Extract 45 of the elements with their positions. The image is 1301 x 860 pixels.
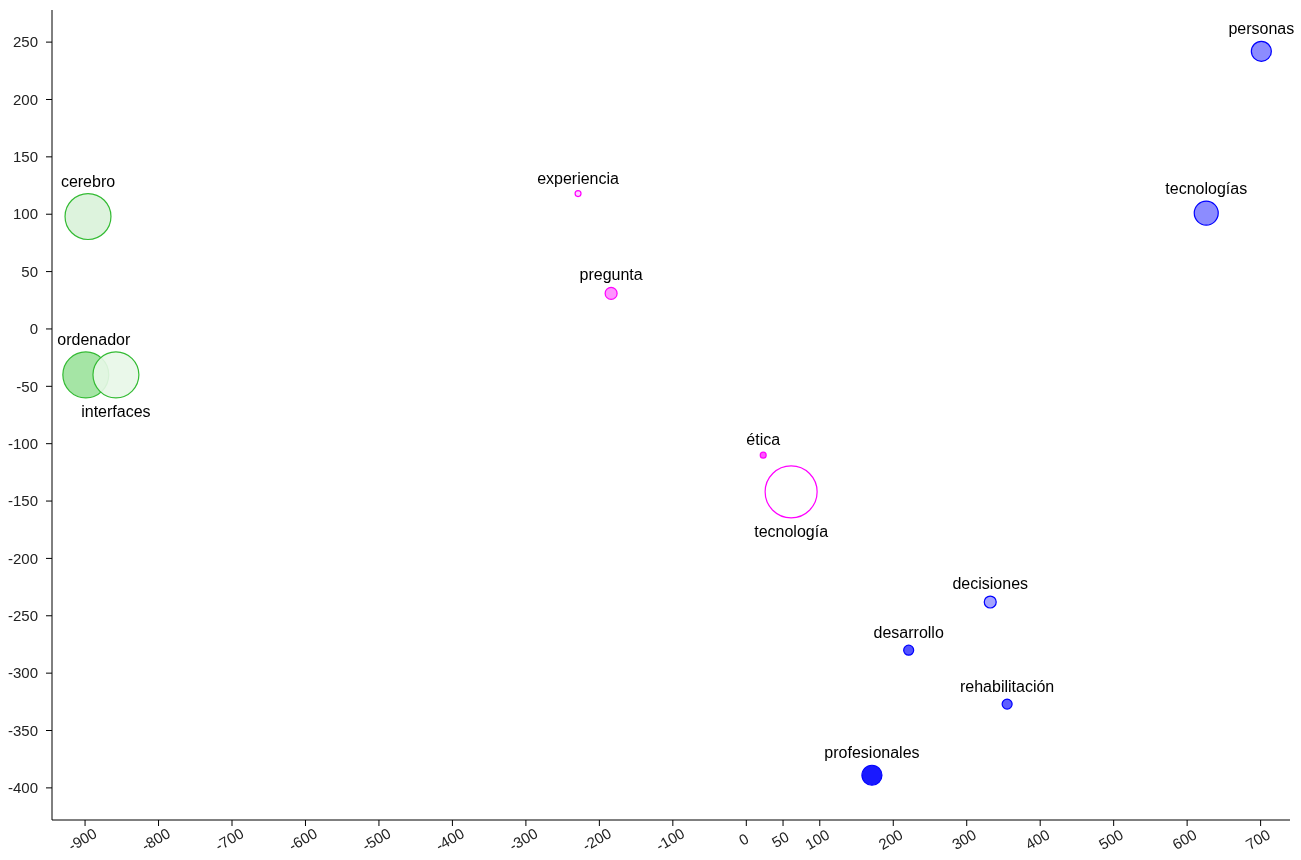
y-tick-label: 200 [12,90,38,108]
annotation: experiencia [537,169,620,187]
annotation: ética [746,431,781,449]
x-tick-label: 700 [1242,825,1273,853]
annotation: cerebro [60,172,116,190]
x-tick-label: -100 [652,824,688,855]
annotation: ordenador [57,330,131,348]
annotation: pregunta [579,266,643,284]
x-tick-label: 600 [1169,825,1200,853]
annotation: profesionales [824,744,920,762]
y-tick-label: -250 [7,607,38,625]
y-tick-label: -300 [7,664,38,682]
y-tick-label: 150 [12,148,38,166]
y-tick-label: -400 [7,779,38,797]
annotation: tecnologías [1165,180,1248,198]
y-tick-label: 100 [12,205,38,223]
annotation: desarrollo [873,624,944,642]
x-tick-label: -800 [138,824,174,855]
x-tick-label: 400 [1022,825,1053,853]
x-tick-label: 50 [768,827,792,851]
y-tick-label: -150 [7,492,38,510]
annotation: personas [1228,20,1295,38]
y-tick-label: -100 [7,434,38,452]
x-tick-label: 100 [801,825,833,853]
annotation: rehabilitación [959,678,1055,696]
y-tick-label: 0 [29,320,38,338]
annotation: decisiones [952,575,1029,593]
annotation: tecnología [754,522,829,540]
x-tick-label: 300 [948,825,980,853]
y-tick-label: 250 [12,33,38,51]
y-tick-label: -350 [7,721,38,739]
annotation: interfaces [81,402,151,420]
x-tick-label: -500 [358,824,394,855]
y-tick-label: -50 [16,377,38,395]
y-tick-label: 50 [21,262,38,280]
x-tick-label: -600 [285,824,320,855]
x-tick-label: -200 [579,824,614,855]
x-tick-label: 500 [1095,825,1127,853]
x-tick-label: -400 [432,824,467,855]
x-tick-label: -900 [65,824,100,855]
x-tick-label: -700 [212,824,247,855]
y-tick-label: -200 [7,549,38,567]
x-tick-label: 0 [735,829,752,849]
x-tick-label: 200 [875,825,906,853]
x-tick-label: -300 [505,824,541,855]
